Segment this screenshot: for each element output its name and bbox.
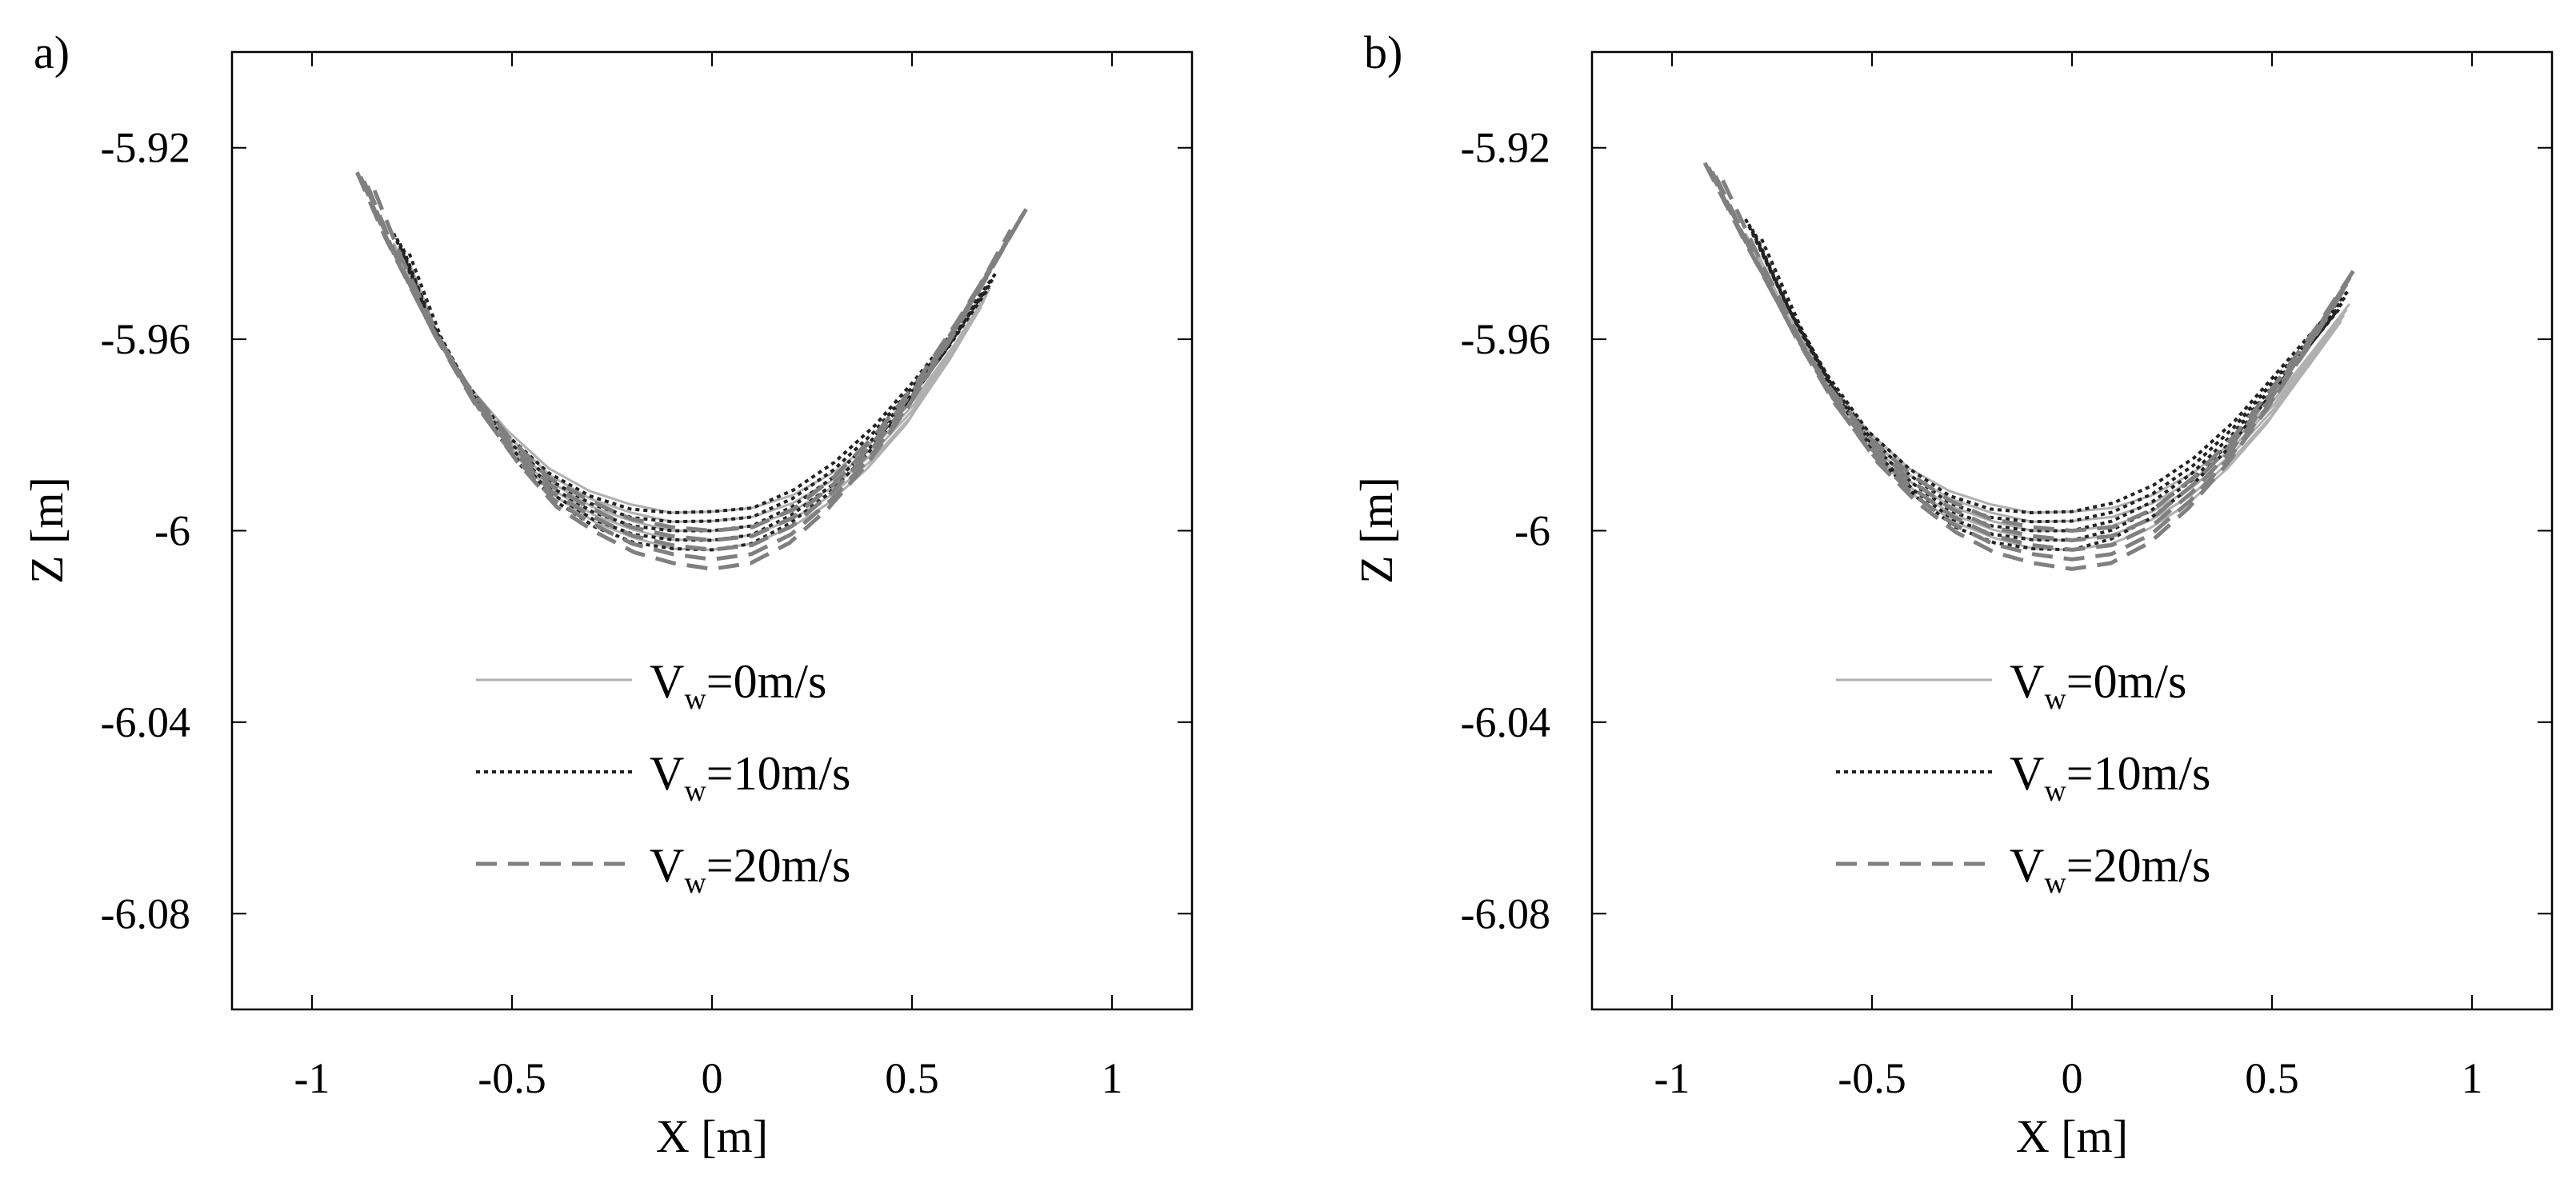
series-line-dashed-a [358, 175, 1025, 542]
legend-a: Vw=0m/s Vw=10m/s Vw=20m/s [476, 655, 850, 900]
y-tick-label-a: -5.96 [101, 315, 190, 363]
x-tick-label-b: 0.5 [2245, 1054, 2299, 1102]
y-tick-label-b: -6 [1514, 507, 1550, 555]
y-axis-label-a: Z [m] [21, 477, 73, 584]
series-line-dashed-b [1702, 162, 2355, 533]
x-tick-label-b: 1 [2462, 1054, 2483, 1102]
x-tick-label-b: -1 [1654, 1054, 1690, 1102]
legend-label-a: Vw=0m/s [650, 655, 826, 716]
legend-label-b: Vw=20m/s [2010, 839, 2210, 900]
x-tick-label-a: -1 [294, 1054, 330, 1102]
x-tick-label-a: 0.5 [885, 1054, 939, 1102]
series-line-dotted-b [1744, 218, 2351, 514]
panel-a: a) -1 -0.5 0 0.5 1 -5.92 -5.96 -6 -6.04 -6.08 X [… [21, 26, 1194, 1162]
panel-b: b) -1 -0.5 0 0.5 1 -5.92 -5.96 -6 -6.04 -6.08 X [… [1350, 26, 2554, 1162]
ticks-a: -1 -0.5 0 0.5 1 -5.92 -5.96 -6 -6.04 -6.08 [101, 52, 1192, 1102]
x-tick-label-b: -0.5 [1838, 1054, 1906, 1102]
y-tick-label-b: -5.92 [1461, 124, 1550, 172]
y-tick-label-b: -5.96 [1461, 315, 1550, 363]
legend-label-b: Vw=10m/s [2010, 747, 2210, 808]
x-axis-label-b: X [m] [2016, 1110, 2128, 1162]
series-b [1702, 162, 2355, 571]
series-line-dashed-b [1706, 166, 2353, 542]
legend-label-a: Vw=10m/s [650, 747, 850, 808]
legend-label-a: Vw=20m/s [650, 839, 850, 900]
y-tick-label-b: -6.04 [1461, 698, 1550, 746]
x-tick-label-a: 0 [702, 1054, 723, 1102]
y-axis-label-b: Z [m] [1350, 477, 1402, 584]
panel-b-label: b) [1364, 26, 1402, 78]
x-tick-label-a: 1 [1102, 1054, 1123, 1102]
legend-label-b: Vw=0m/s [2010, 655, 2186, 716]
legend-b: Vw=0m/s Vw=10m/s Vw=20m/s [1836, 655, 2210, 900]
y-tick-label-a: -5.92 [101, 124, 190, 172]
x-tick-label-a: -0.5 [478, 1054, 546, 1102]
y-tick-label-a: -6 [154, 507, 190, 555]
y-tick-label-a: -6.04 [101, 698, 190, 746]
panel-a-label: a) [34, 26, 70, 78]
x-tick-label-b: 0 [2062, 1054, 2083, 1102]
series-a [355, 171, 1028, 571]
y-tick-label-a: -6.08 [101, 889, 190, 937]
series-line-dashed-a [366, 185, 1019, 562]
y-tick-label-b: -6.08 [1461, 889, 1550, 937]
series-line-dotted-b [1747, 223, 2348, 524]
ticks-b: -1 -0.5 0 0.5 1 -5.92 -5.96 -6 -6.04 -6.08 [1461, 52, 2552, 1102]
x-axis-label-a: X [m] [656, 1110, 768, 1162]
